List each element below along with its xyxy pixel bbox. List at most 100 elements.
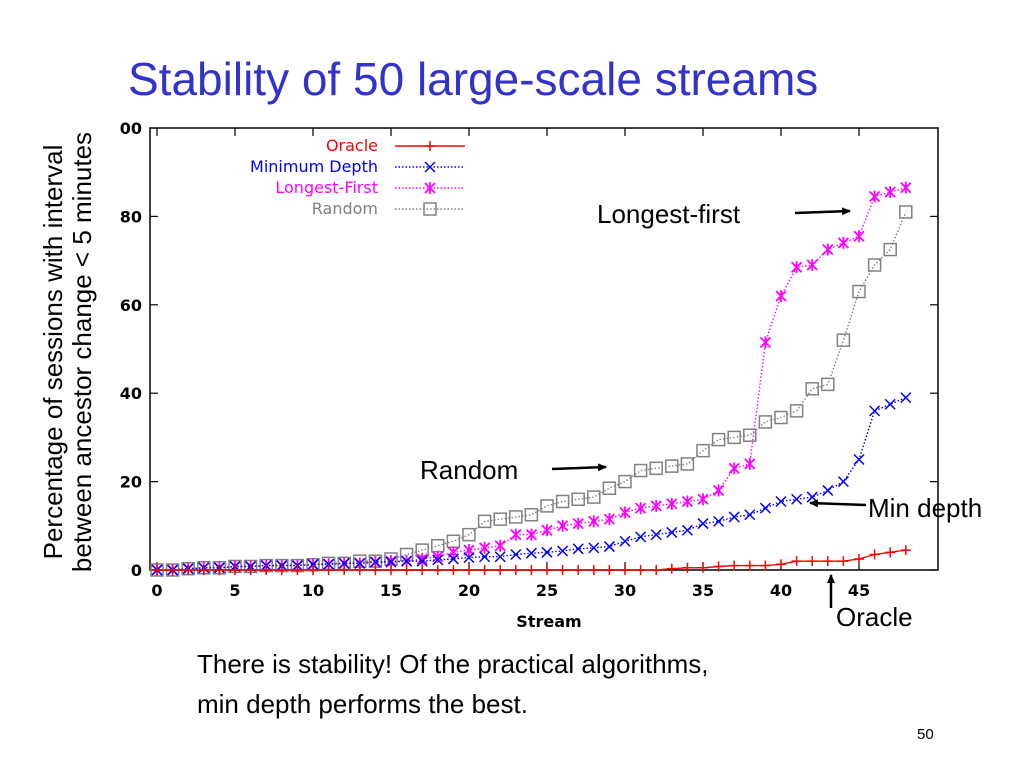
point-oracle [713,561,724,572]
x-tick-label: 30 [614,581,636,600]
point-oracle [635,565,646,575]
point-minimum-depth [307,558,319,570]
point-minimum-depth [401,555,413,567]
y-tick-label: 40 [120,384,142,403]
point-random [836,333,851,347]
point-longest-first [853,230,865,243]
point-random [509,510,523,524]
point-longest-first [541,524,553,537]
point-minimum-depth [884,398,896,410]
point-random [743,428,757,442]
slide-title: Stability of 50 large-scale streams [128,53,819,105]
point-oracle [869,549,880,560]
point-oracle [276,565,287,575]
x-tick-label: 20 [458,581,480,600]
point-oracle [214,565,225,575]
point-longest-first [619,506,631,519]
point-longest-first [868,190,881,203]
point-minimum-depth [853,453,865,466]
point-oracle [448,565,459,575]
point-oracle [760,560,771,571]
legend-label-oracle: Oracle [326,136,378,155]
point-longest-first [822,243,834,256]
point-minimum-depth [619,535,631,547]
random-arrow [551,463,607,472]
point-minimum-depth [354,557,366,569]
point-oracle [464,565,474,575]
point-longest-first [588,515,600,528]
point-oracle [557,565,568,575]
point-minimum-depth [494,551,506,563]
legend-label-longest-first: Longest-First [275,178,378,197]
point-minimum-depth [463,552,475,564]
callout-random: Random [420,455,519,485]
point-oracle [198,565,209,575]
point-longest-first [900,181,912,194]
point-minimum-depth [603,541,615,553]
callout-min-depth: Min depth [868,493,983,523]
point-minimum-depth [806,491,818,503]
point-oracle [245,565,256,575]
point-minimum-depth [416,555,428,567]
legend-marker-random [423,202,437,216]
series-line-longest-first [157,187,906,571]
point-oracle [510,565,521,575]
point-minimum-depth [791,493,803,505]
point-random [789,404,804,418]
point-oracle [776,559,786,570]
point-random [602,481,617,495]
point-oracle [292,565,303,575]
legend-marker-oracle [425,141,435,151]
point-longest-first [790,261,803,274]
point-oracle [261,565,272,575]
x-tick-label: 40 [770,581,792,600]
slide-caption: There is stability! Of the practical alg… [197,649,709,719]
point-random [649,461,663,476]
point-longest-first [697,493,709,506]
point-longest-first [510,528,522,541]
point-random [867,258,882,272]
point-random [821,377,835,392]
point-longest-first [884,186,896,199]
point-minimum-depth [728,511,740,523]
point-random [555,494,570,509]
point-longest-first [634,502,647,515]
point-minimum-depth [447,553,459,565]
point-oracle [432,565,443,575]
point-minimum-depth [557,545,569,557]
point-oracle [167,565,178,575]
point-longest-first [775,289,787,302]
point-random [587,490,601,504]
point-oracle [588,565,599,575]
point-random [805,382,819,396]
y-tick-label-top: 00 [120,119,142,138]
callout-longest-first: Longest-first [597,199,741,229]
point-oracle [604,565,615,575]
point-minimum-depth [697,518,709,530]
point-oracle [900,545,911,556]
point-oracle [651,565,662,575]
point-oracle [838,556,849,567]
point-oracle [526,565,537,575]
x-tick-label: 25 [536,581,558,600]
point-oracle [791,556,802,567]
point-longest-first [806,259,818,272]
point-minimum-depth [744,509,756,521]
point-minimum-depth [510,548,522,561]
point-longest-first [603,513,616,526]
point-oracle [386,565,396,575]
point-random [462,527,476,542]
legend-label-minimum-depth: Minimum Depth [250,157,378,176]
point-minimum-depth [338,557,350,569]
point-minimum-depth [432,554,444,566]
point-minimum-depth [681,524,693,536]
point-random [758,415,773,429]
point-minimum-depth [572,543,584,555]
point-random [524,508,539,522]
point-random [633,463,648,478]
point-minimum-depth [759,502,771,514]
point-longest-first [416,552,428,565]
point-longest-first [556,519,569,532]
point-oracle [183,565,194,575]
legend-marker-longest-first [424,182,436,194]
